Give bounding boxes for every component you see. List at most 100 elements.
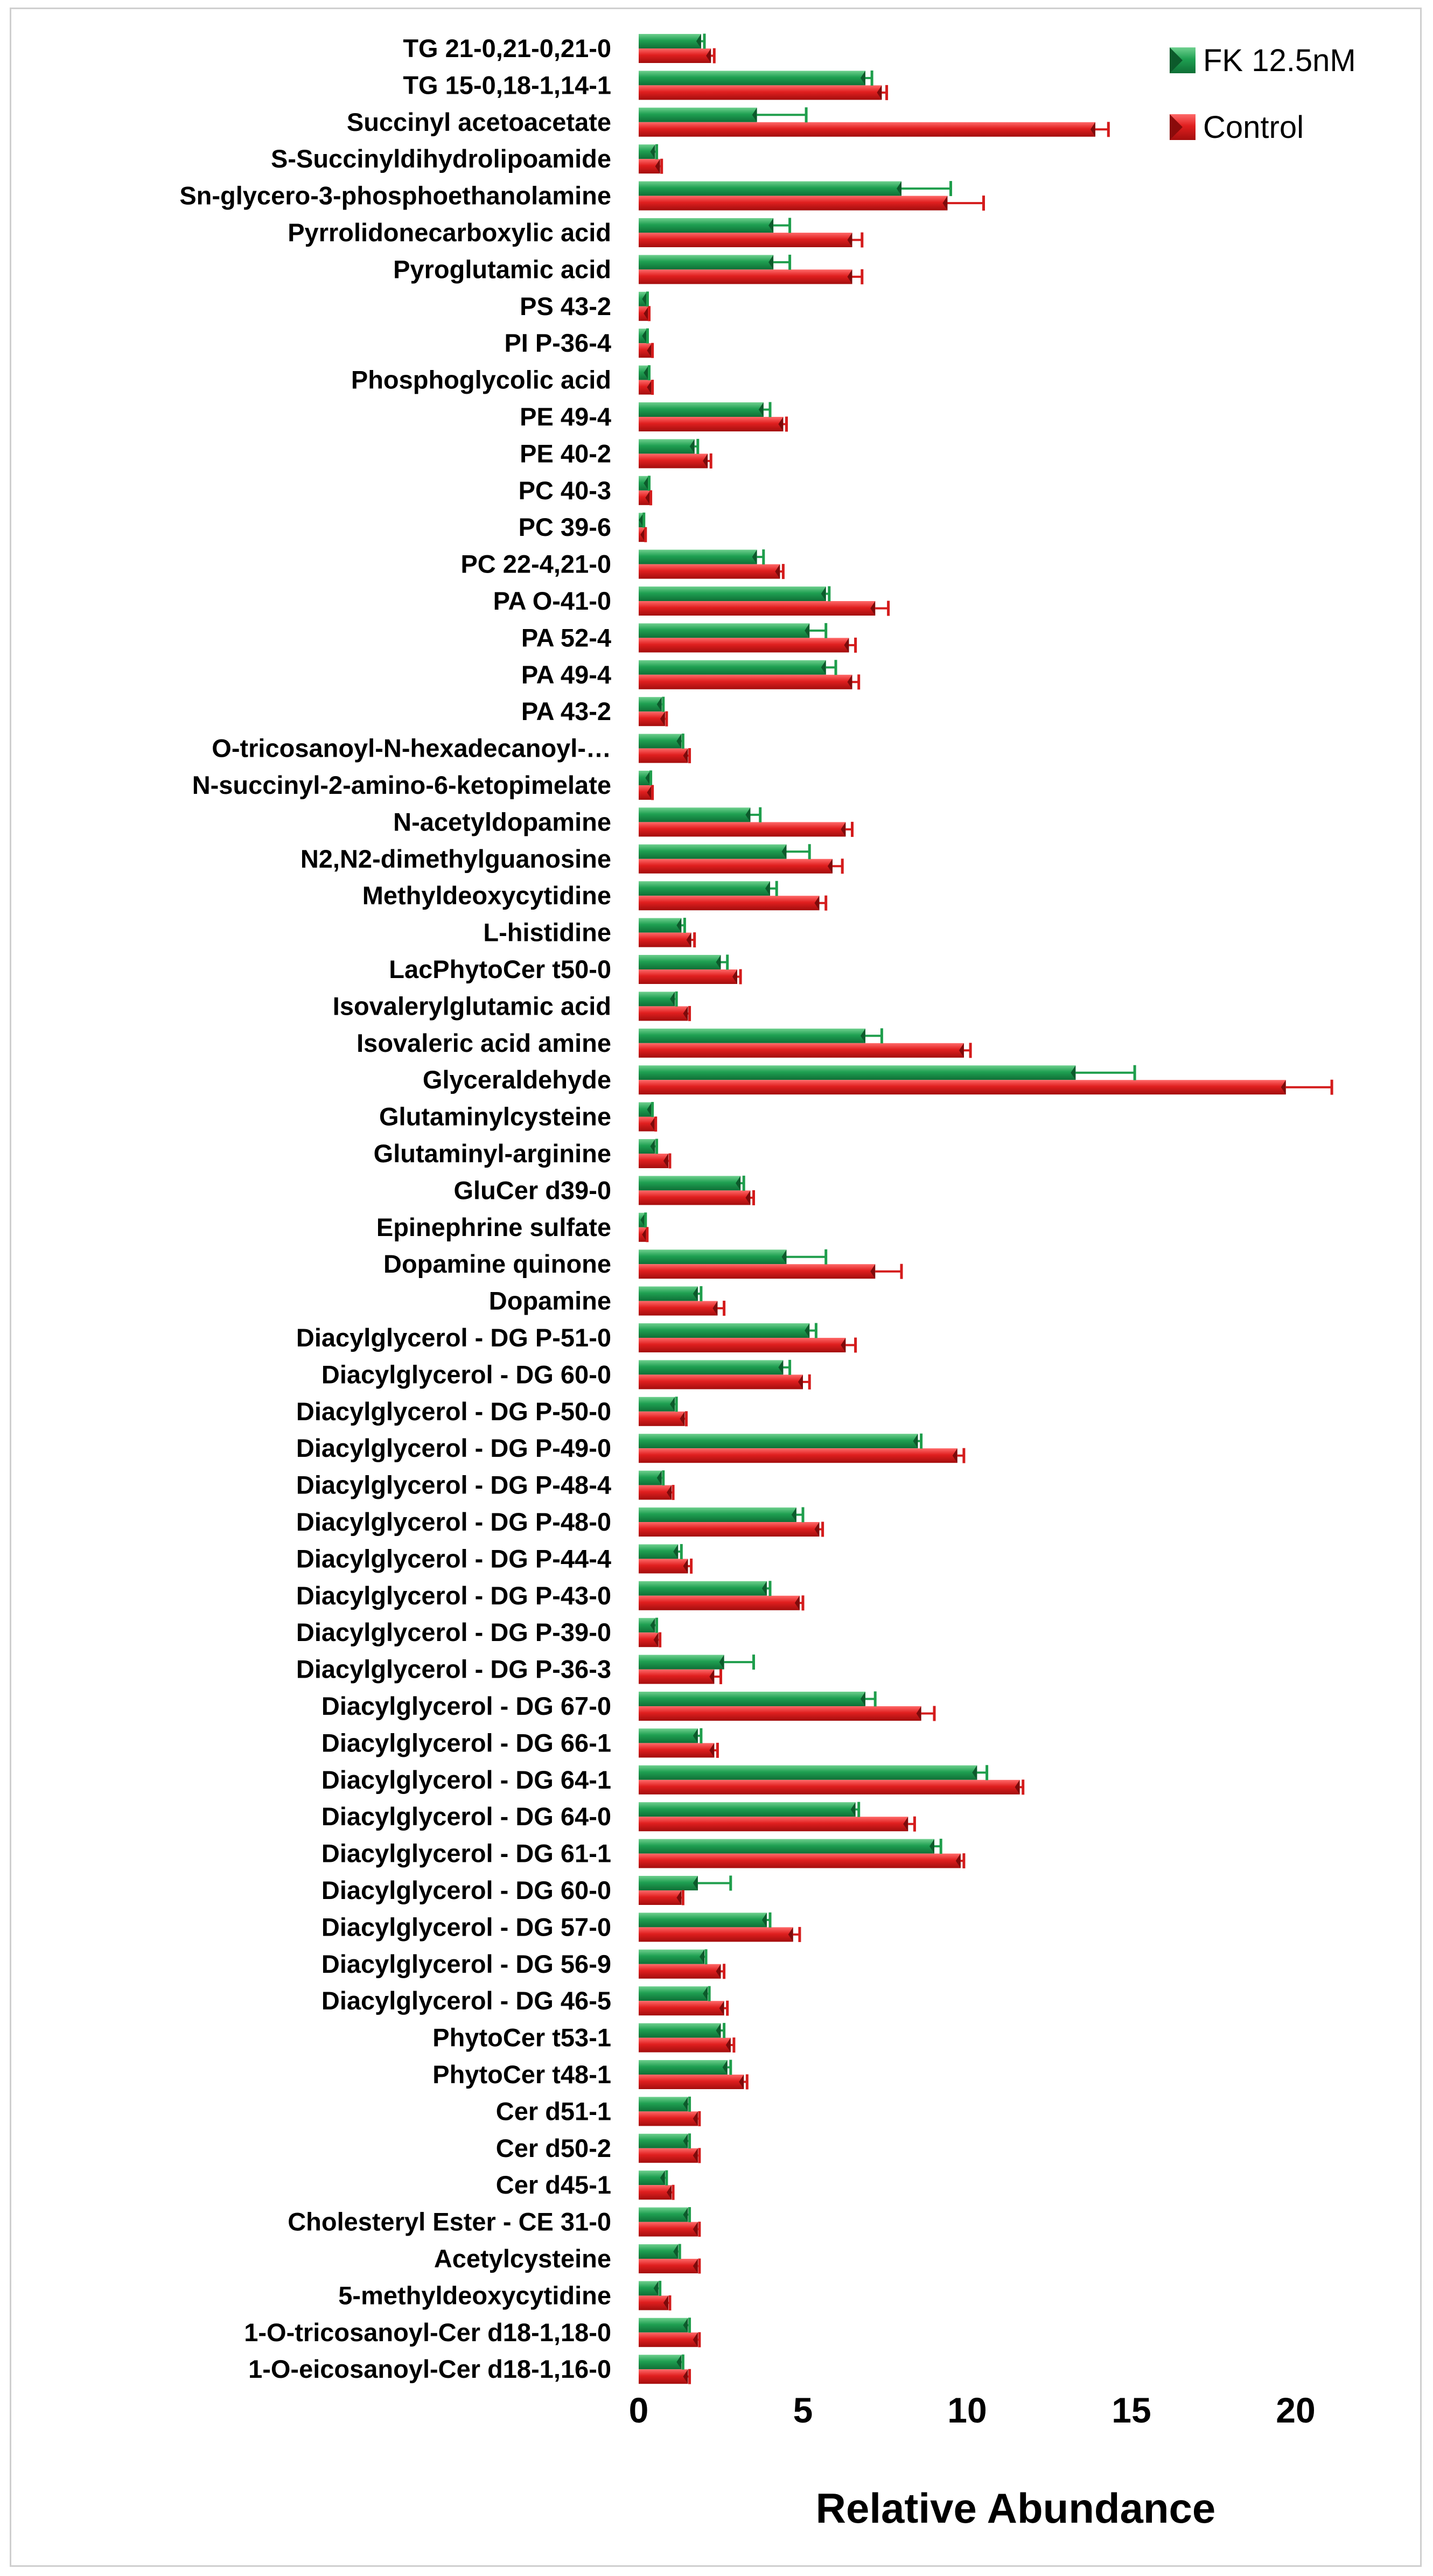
bar-control: [639, 196, 948, 211]
bar-control: [639, 306, 649, 321]
bar-tip-fk: [781, 1249, 787, 1265]
bar-fk: [639, 1065, 1076, 1080]
category-label: Diacylglycerol - DG 64-0: [321, 1802, 611, 1831]
category-label: N2,N2-dimethylguanosine: [300, 844, 611, 873]
bar-control: [639, 2037, 731, 2053]
category-label: Diacylglycerol - DG 56-9: [321, 1950, 611, 1978]
category-label: Diacylglycerol - DG 46-5: [321, 1986, 611, 2015]
bar-tip-control: [955, 1853, 961, 1868]
x-axis-ticks: 0 5 10 15 20: [629, 2390, 1316, 2430]
category-label: Cer d45-1: [496, 2170, 611, 2199]
bar-control: [639, 2148, 698, 2163]
bar-fk: [639, 955, 721, 969]
bar-control: [639, 2332, 698, 2347]
bars: [639, 34, 1286, 2384]
bar-fk: [639, 71, 865, 86]
bar-tip-fk: [821, 587, 826, 601]
bar-control: [639, 2185, 672, 2200]
bar-control: [639, 1706, 921, 1721]
legend-item-fk: FK 12.5nM: [1170, 43, 1356, 78]
bar-tip-control: [650, 1116, 655, 1132]
bar-fk: [639, 1802, 856, 1817]
bar-tip-fk: [676, 734, 682, 749]
category-label: PE 49-4: [520, 402, 611, 431]
bar-tip-control: [647, 380, 652, 395]
bar-control: [639, 1890, 682, 1905]
bar-tip-fk: [736, 1176, 741, 1191]
bar-fk: [639, 2023, 721, 2038]
category-label: O-tricosanoyl-N-hexadecanoyl-…: [212, 734, 611, 763]
bar-tip-control: [709, 1743, 715, 1758]
bar-fk: [639, 2097, 688, 2112]
bar-fk: [639, 918, 682, 933]
bar-fk: [639, 2060, 728, 2075]
bar-tip-control: [655, 159, 660, 174]
category-label: Diacylglycerol - DG P-36-3: [296, 1655, 611, 1684]
category-label: Diacylglycerol - DG P-49-0: [296, 1434, 611, 1462]
category-label: Succinyl acetoacetate: [347, 108, 611, 136]
bar-tip-fk: [676, 2355, 682, 2370]
category-label: Isovalerylglutamic acid: [333, 992, 611, 1020]
bar-tip-fk: [821, 660, 826, 675]
bar-tip-fk: [683, 2133, 688, 2148]
bar-fk: [639, 1176, 741, 1191]
bar-fk: [639, 2207, 688, 2222]
bar-control: [639, 896, 820, 911]
bar-tip-control: [667, 2185, 672, 2200]
bar-fk: [639, 1765, 977, 1780]
bar-control: [639, 1043, 964, 1058]
bar-fk: [639, 587, 826, 601]
bar-tip-control: [870, 1264, 876, 1279]
bar-tip-control: [916, 1706, 921, 1721]
bar-tip-fk: [752, 549, 757, 564]
bar-fk: [639, 1986, 708, 2001]
category-label: Diacylglycerol - DG P-51-0: [296, 1323, 611, 1352]
bar-tip-control: [739, 2075, 744, 2089]
bar-control: [639, 453, 708, 469]
bar-fk: [639, 1397, 675, 1412]
bar-tip-control: [683, 2369, 688, 2384]
bar-tip-fk: [640, 1212, 646, 1227]
bar-fk: [639, 34, 701, 48]
bar-tip-fk: [683, 2317, 688, 2333]
bar-control: [639, 1817, 908, 1832]
category-label: Cer d50-2: [496, 2134, 611, 2162]
legend-swatch-fk-mark: [1170, 47, 1183, 73]
category-label: Phosphoglycolic acid: [351, 366, 611, 394]
bar-fk: [639, 807, 751, 822]
bar-control: [639, 1411, 685, 1426]
bar-fk: [639, 1507, 796, 1522]
category-label: Acetylcysteine: [434, 2244, 611, 2273]
bar-tip-fk: [650, 1139, 655, 1154]
bar-tip-fk: [683, 2207, 688, 2222]
category-label: Methyldeoxycytidine: [362, 881, 611, 910]
bar-tip-control: [647, 343, 652, 358]
bar-tip-fk: [765, 881, 770, 896]
bar-tip-control: [959, 1043, 964, 1058]
bar-tip-fk: [805, 1323, 810, 1338]
bar-control: [639, 748, 688, 763]
bar-tip-fk: [897, 181, 901, 196]
category-label: Glyceraldehyde: [423, 1065, 611, 1094]
bar-tip-fk: [656, 697, 662, 712]
bar-tip-fk: [700, 1949, 704, 1964]
bar-fk: [639, 549, 757, 564]
bar-fk: [639, 1360, 784, 1375]
category-label: PI P-36-4: [504, 329, 611, 357]
category-label: 1-O-tricosanoyl-Cer d18-1,18-0: [244, 2318, 611, 2347]
bar-tip-fk: [722, 2060, 728, 2075]
category-label: PS 43-2: [520, 292, 611, 320]
category-label: PA 49-4: [521, 660, 611, 689]
bar-tip-control: [952, 1448, 957, 1463]
category-label: Diacylglycerol - DG 64-1: [321, 1765, 611, 1794]
bar-fk: [639, 255, 774, 270]
chart-frame: [10, 8, 1422, 2567]
bar-tip-control: [903, 1817, 908, 1832]
bar-tip-fk: [650, 1618, 655, 1633]
bar-tip-control: [644, 306, 649, 321]
bar-tip-fk: [660, 2170, 665, 2186]
category-label: Glutaminyl-arginine: [374, 1139, 611, 1168]
bar-tip-control: [686, 932, 691, 947]
x-tick-label: 5: [793, 2390, 813, 2430]
category-label: Pyroglutamic acid: [393, 255, 611, 283]
